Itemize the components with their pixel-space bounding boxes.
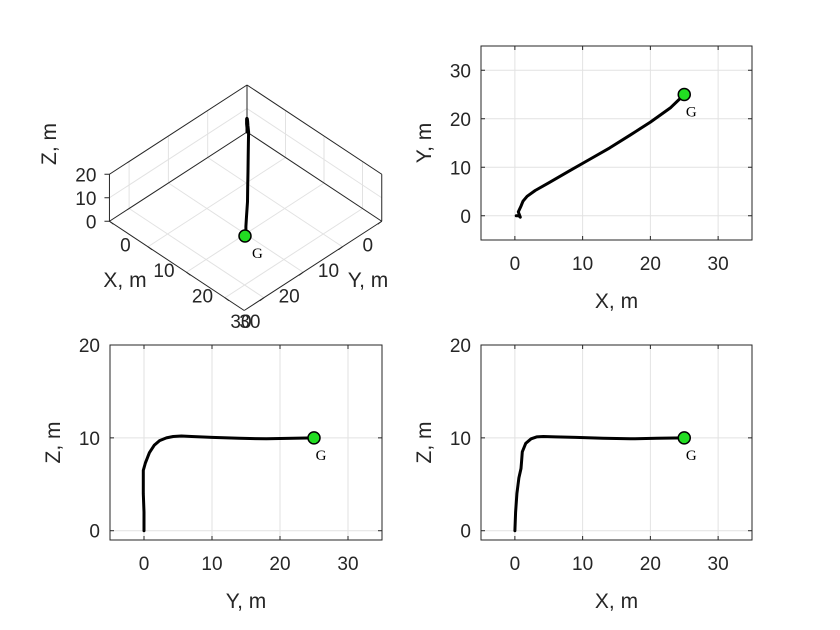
panel-3d-box-edge [109,131,248,222]
xz-view-goal-marker [677,431,691,445]
panel-3d-y-tick-label: 10 [153,261,174,282]
panel-3d-z-tick-label: 10 [75,189,96,210]
xy-view-y-tick-label: 20 [450,110,471,131]
panel-3d-box-edge [246,131,383,222]
xz-view-axes-frame [480,344,753,541]
yz-view-trajectory [141,434,316,533]
yz-view-y-tick-label: 20 [79,336,100,357]
panel-3d-y-tick-label: 30 [230,312,251,333]
panel-3d-x-axis-label: X, m [103,269,146,292]
xz-view-y-axis-label: Z, m [413,422,436,464]
panel-3d-floor-gridline [128,208,265,299]
panel-3d-box-edge [246,84,383,175]
xz-view-y-tick-label: 20 [450,336,471,357]
xz-view-y-tick-label: 10 [450,429,471,450]
panel-3d-y-tick-label: 0 [120,235,131,256]
panel-3d-z-axis-label: Z, m [38,123,61,165]
panel-3d-floor-gridline [168,182,304,273]
xy-view-goal-marker [677,87,691,102]
xy-view-trajectory [514,93,686,219]
yz-view-goal-marker [307,431,321,445]
yz-view-y-tick-label: 10 [79,429,100,450]
panel-3d-walls [108,84,383,311]
yz-view-x-tick-label: 20 [269,554,290,575]
panel-3d-wall-gridline [109,108,248,199]
panel-3d-x-tick-label: 10 [318,261,339,282]
panel-3d-y-tick-label: 20 [192,286,213,307]
panel-3d-y-tick-mark [109,220,114,225]
panel-3d-x-tick-label: 20 [279,286,300,307]
yz-view-axes-frame [109,344,383,541]
yz-view-y-axis-label: Z, m [42,422,65,464]
xy-view-x-tick-label: 0 [510,254,521,275]
panel-xy-view: 0 10 20 30 0 10 20 30 X, m Y, m G [413,45,753,313]
panel-3d-box-edge [109,84,248,175]
xz-view-x-tick-label: 0 [510,554,521,575]
xz-view-trajectory [513,435,686,533]
panel-3d-wall-gridline [246,108,383,199]
panel-3d-floor-gridline [147,157,286,248]
xy-view-x-tick-label: 30 [708,254,729,275]
yz-view-x-tick-label: 0 [139,554,150,575]
xy-view-y-tick-label: 10 [450,158,471,179]
yz-view-x-tick-label: 30 [337,554,358,575]
xy-view-y-tick-label: 30 [450,61,471,82]
panel-3d-y-tick-mark [147,246,153,251]
panel-3d-z-tick-label: 0 [86,212,97,233]
xy-view-y-tick-label: 0 [460,207,471,228]
panel-3d-x-tick-mark [259,297,265,302]
xy-view-y-axis-label: Y, m [413,123,436,163]
panel-3d-x-tick-mark [338,246,343,251]
yz-view-y-tick-label: 0 [89,522,100,543]
xz-view-x-tick-label: 30 [708,554,729,575]
panel-3d-x-axis-line [109,220,245,311]
panel-3d-y-tick-mark [224,297,230,302]
yz-view-goal-label: G [316,448,327,464]
panel-3d-x-tick-mark [377,220,383,225]
panel-3d-y-tick-mark [186,271,191,276]
xz-view-x-tick-label: 10 [572,554,593,575]
panel-3d-y-axis-label: Y, m [348,269,388,292]
panel-3d-goal-marker [238,229,252,243]
panel-3d-z-tick-label: 20 [75,165,96,186]
xz-view-goal-label: G [686,448,697,464]
panel-3d-floor-gridline [207,157,343,248]
panel-3d-y-axis-line [243,220,383,311]
panel-3d-floor-gridline [186,182,325,273]
xz-view-x-tick-label: 20 [640,554,661,575]
yz-view-x-tick-label: 10 [201,554,222,575]
xz-view-y-tick-label: 0 [460,522,471,543]
panel-3d-floor-gridline [224,208,363,299]
xy-view-goal-label: G [686,105,697,121]
panel-3d-x-tick-label: 0 [362,235,373,256]
panel-3d-x-tick-label: 30 [239,312,260,333]
panel-3d-x-tick-mark [298,271,304,276]
xy-view-x-tick-label: 20 [640,254,661,275]
xy-view-x-axis-label: X, m [595,290,638,313]
xy-view-x-tick-label: 10 [572,254,593,275]
panel-3d-goal-label: G [252,246,263,262]
panel-3d-trajectory [243,116,251,238]
xy-view-axes-frame [480,45,753,241]
xz-view-x-axis-label: X, m [595,590,638,613]
yz-view-x-axis-label: Y, m [226,590,266,613]
